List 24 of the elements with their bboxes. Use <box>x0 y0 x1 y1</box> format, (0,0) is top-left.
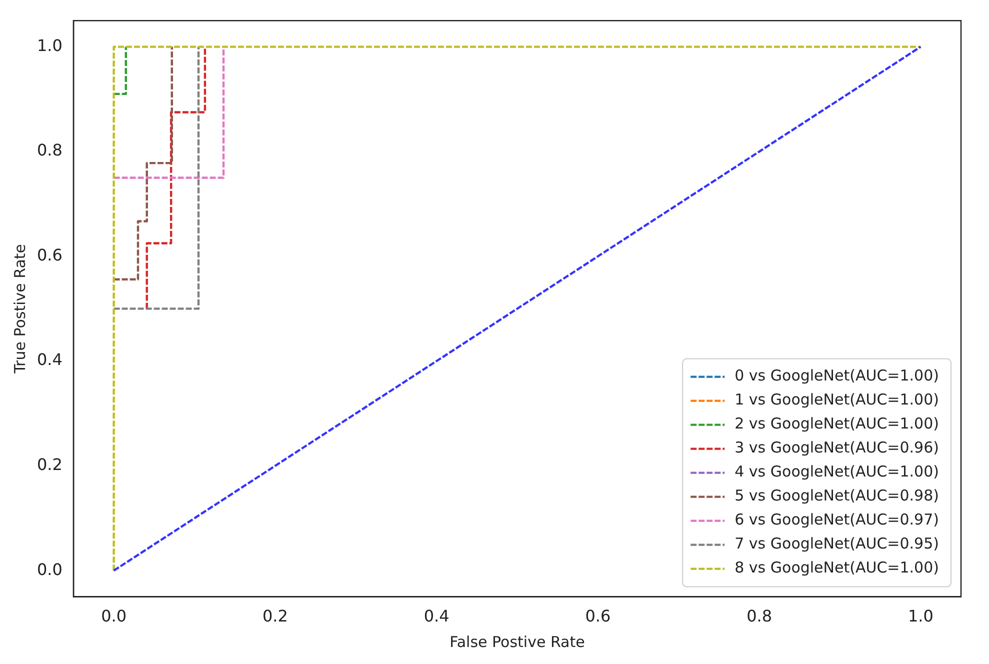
y-tick-label: 0.4 <box>36 350 62 370</box>
line-series <box>112 46 173 280</box>
legend-label: 2 vs GoogleNet(AUC=1.00) <box>734 414 940 433</box>
legend-label: 0 vs GoogleNet(AUC=1.00) <box>734 366 940 385</box>
x-tick-label: 0.2 <box>262 606 288 626</box>
legend-label: 7 vs GoogleNet(AUC=0.95) <box>734 534 940 553</box>
y-tick-label: 1.0 <box>36 36 62 55</box>
x-tick-label: 0.6 <box>585 606 611 626</box>
y-tick-label: 0.0 <box>36 560 62 579</box>
legend-label: 1 vs GoogleNet(AUC=1.00) <box>734 390 940 409</box>
x-tick-label: 0.8 <box>746 606 772 626</box>
x-tick-label: 0.0 <box>101 606 127 626</box>
y-tick-label: 0.8 <box>36 140 62 160</box>
legend-label: 3 vs GoogleNet(AUC=0.96) <box>734 438 940 457</box>
legend-label: 6 vs GoogleNet(AUC=0.97) <box>734 510 940 529</box>
x-tick-label: 0.4 <box>424 606 450 626</box>
y-axis-title: True Postive Rate <box>10 244 29 374</box>
legend-label: 4 vs GoogleNet(AUC=1.00) <box>734 462 940 481</box>
y-tick-label: 0.6 <box>36 245 62 264</box>
y-tick-label: 0.2 <box>36 455 62 474</box>
x-axis-title: False Postive Rate <box>450 632 585 651</box>
legend-label: 5 vs GoogleNet(AUC=0.98) <box>734 486 940 505</box>
legend-label: 8 vs GoogleNet(AUC=1.00) <box>734 558 940 577</box>
x-tick-label: 1.0 <box>908 606 934 626</box>
